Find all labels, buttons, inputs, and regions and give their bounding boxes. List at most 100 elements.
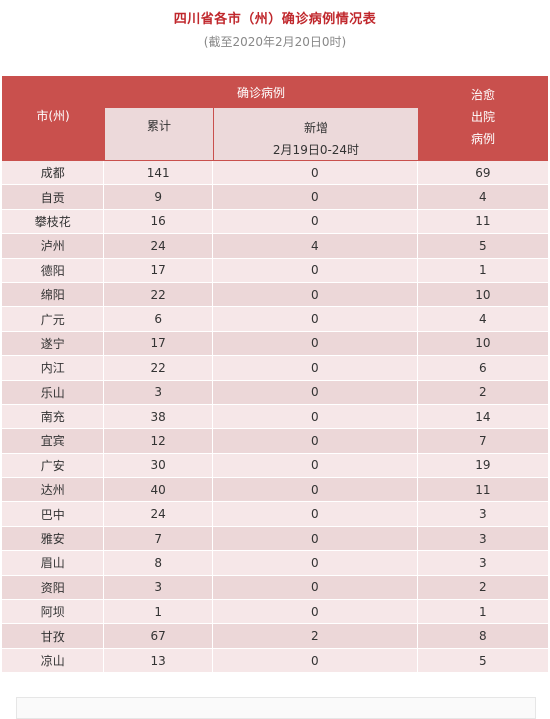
table-row: 南充 38 0 14	[2, 404, 548, 430]
cell-city: 绵阳	[2, 282, 105, 307]
col-header-new-label: 新增	[303, 121, 328, 135]
table-row: 眉山 8 0 3	[2, 551, 548, 576]
cell-cured: 4	[479, 190, 487, 205]
cell-city: 凉山	[2, 648, 105, 673]
cell-new: 0	[213, 161, 418, 185]
page-subtitle: (截至2020年2月20日0时)	[203, 35, 347, 49]
footer-box	[16, 697, 536, 719]
cell-cumulative: 6	[104, 307, 213, 331]
cell-cumulative: 3	[104, 380, 213, 404]
cell-cumulative: 24	[104, 234, 213, 258]
cell-city: 甘孜	[2, 624, 105, 648]
table-row: 资阳 3 0 2	[2, 575, 548, 601]
cell-cured: 11	[475, 482, 491, 497]
col-header-new-period: 2月19日0-24时	[272, 143, 360, 157]
cell-cumulative: 1	[104, 600, 213, 624]
col-header-new: 新增 2月19日0-24时	[214, 108, 418, 160]
cell-city: 内江	[2, 356, 105, 380]
cell-city: 自贡	[2, 185, 105, 209]
cell-cumulative: 8	[104, 551, 213, 575]
cell-city: 乐山	[2, 380, 105, 404]
cell-cured: 19	[475, 458, 491, 473]
table-row: 宜宾 12 0 7	[2, 429, 548, 454]
cell-new: 0	[213, 600, 418, 624]
table-row: 阿坝 1 0 1	[2, 600, 548, 625]
cell-cumulative: 40	[104, 478, 213, 502]
cell-cured: 5	[479, 238, 487, 253]
cell-city: 眉山	[2, 551, 105, 575]
cell-cured: 1	[479, 604, 487, 619]
cell-new: 0	[213, 551, 418, 575]
cell-cumulative: 7	[104, 526, 213, 551]
cell-new: 0	[213, 185, 418, 209]
cell-new: 0	[213, 429, 418, 453]
cell-cured: 2	[479, 385, 487, 400]
cell-new: 0	[213, 258, 418, 282]
cell-cured: 14	[475, 409, 491, 424]
table-row: 雅安 7 0 3	[2, 526, 548, 552]
cell-cured: 8	[479, 629, 487, 644]
col-header-cured-line1: 治愈	[470, 88, 495, 102]
cell-city: 宜宾	[2, 429, 105, 453]
cases-table: 市(州) 确诊病例 治愈 出院 病例 累计 新增 2月19日0-24时 成都 14…	[2, 76, 548, 674]
table-row: 广安 30 0 19	[2, 453, 548, 479]
col-header-cured: 治愈 出院 病例	[418, 84, 548, 150]
cell-cumulative: 141	[104, 161, 213, 185]
cell-new: 0	[213, 502, 418, 526]
col-header-cumulative: 累计	[105, 108, 213, 160]
cell-cured: 7	[479, 433, 487, 448]
col-header-cured-line3: 病例	[470, 132, 495, 146]
cell-city: 泸州	[2, 234, 105, 258]
table-row: 成都 141 0 69	[2, 161, 548, 186]
table-row: 遂宁 17 0 10	[2, 331, 548, 357]
cell-city: 阿坝	[2, 600, 105, 624]
cell-cumulative: 17	[104, 258, 213, 282]
cell-cured: 4	[479, 312, 487, 327]
cell-cured: 11	[475, 214, 491, 229]
table-row: 巴中 24 0 3	[2, 502, 548, 527]
cell-cumulative: 9	[104, 185, 213, 209]
cell-cumulative: 12	[104, 429, 213, 453]
table-row: 凉山 13 0 5	[2, 648, 548, 674]
cell-cured: 2	[479, 580, 487, 595]
cell-city: 广元	[2, 307, 105, 331]
cell-cumulative: 13	[104, 648, 213, 673]
cell-cured: 3	[479, 555, 487, 570]
cell-new: 0	[213, 478, 418, 502]
col-header-city: 市(州)	[36, 109, 70, 123]
cell-cumulative: 67	[104, 624, 213, 648]
cell-cured: 1	[479, 263, 487, 278]
page-title: 四川省各市（州）确诊病例情况表	[173, 12, 377, 27]
table-row: 绵阳 22 0 10	[2, 282, 548, 308]
cell-city: 巴中	[2, 502, 105, 526]
cell-new: 0	[213, 282, 418, 307]
cell-new: 0	[213, 526, 418, 551]
cell-city: 南充	[2, 404, 105, 429]
cell-new: 0	[213, 209, 418, 234]
cell-new: 0	[213, 648, 418, 673]
cell-cured: 69	[475, 165, 491, 180]
table-row: 乐山 3 0 2	[2, 380, 548, 405]
cell-city: 广安	[2, 453, 105, 478]
cell-city: 达州	[2, 478, 105, 502]
cell-cumulative: 17	[104, 331, 213, 356]
cell-new: 0	[213, 575, 418, 600]
cell-new: 2	[213, 624, 418, 648]
cell-city: 德阳	[2, 258, 105, 282]
cell-new: 0	[213, 453, 418, 478]
cell-cumulative: 24	[104, 502, 213, 526]
col-header-confirmed: 确诊病例	[236, 85, 285, 100]
cell-new: 4	[213, 234, 418, 258]
col-header-cured-line2: 出院	[470, 110, 495, 124]
table-row: 德阳 17 0 1	[2, 258, 548, 283]
cell-cumulative: 22	[104, 282, 213, 307]
cell-city: 攀枝花	[2, 209, 105, 234]
cell-cumulative: 38	[104, 404, 213, 429]
table-header: 市(州) 确诊病例 治愈 出院 病例 累计 新增 2月19日0-24时	[2, 76, 548, 161]
cell-cured: 10	[475, 336, 491, 351]
table-row: 广元 6 0 4	[2, 307, 548, 332]
cell-cumulative: 22	[104, 356, 213, 380]
cell-city: 雅安	[2, 526, 105, 551]
cell-new: 0	[213, 404, 418, 429]
cell-city: 资阳	[2, 575, 105, 600]
